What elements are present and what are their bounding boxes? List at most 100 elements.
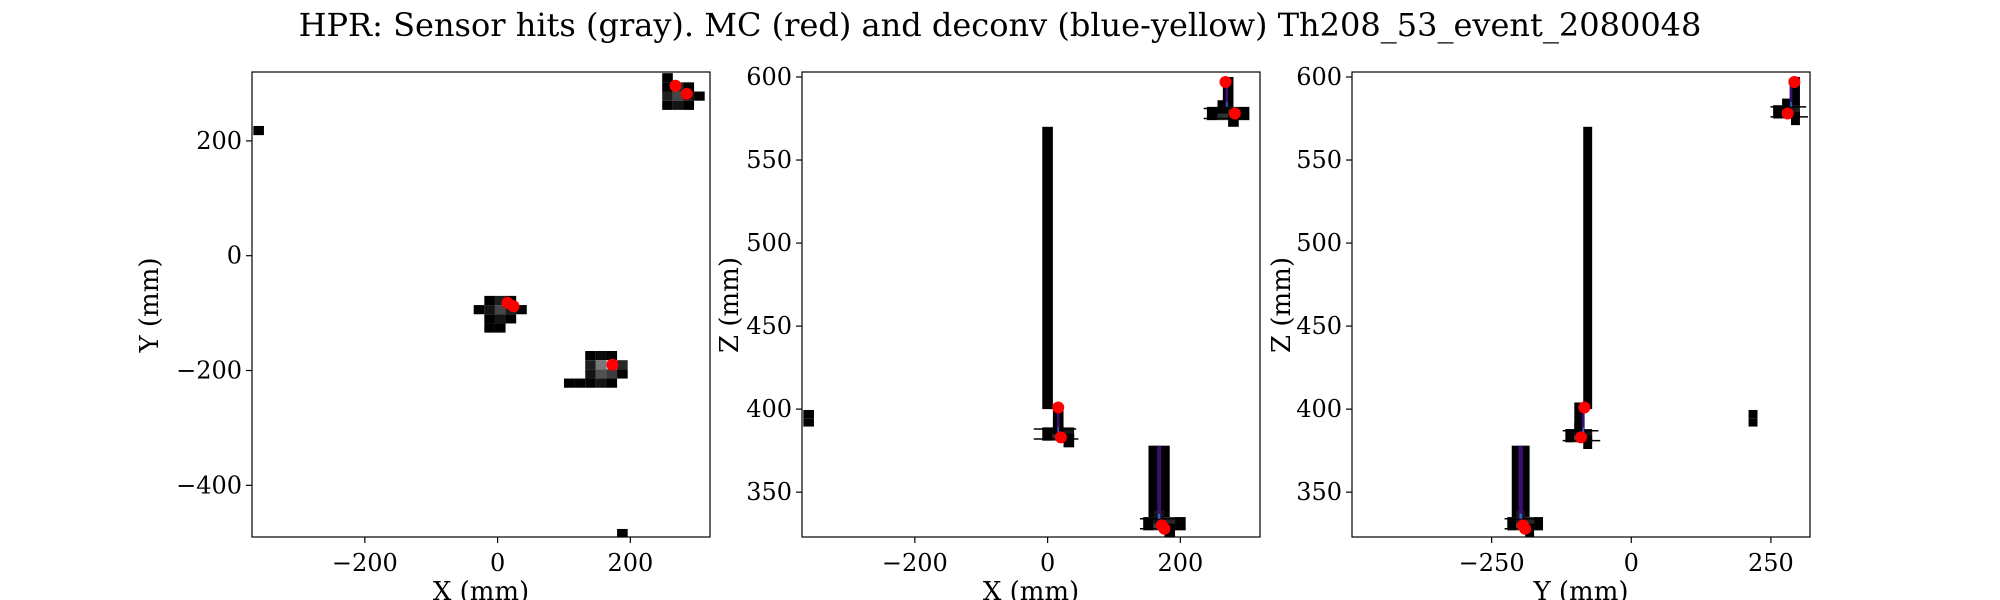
y-tick-label: 0 (227, 242, 242, 270)
sensor-hit (484, 314, 495, 324)
plot-frame (801, 71, 1261, 538)
mc-point (1054, 431, 1067, 444)
sensor-cluster-pixel (1773, 105, 1783, 119)
sensor-cluster-pixel (1507, 517, 1517, 531)
panel-xy: X (mm) Y (mm) −200 0 200 −400 −200 0 200 (135, 71, 711, 600)
deconv-core (1226, 101, 1228, 107)
mc-point (680, 87, 693, 100)
sensor-hit (803, 409, 814, 419)
mc-point (1052, 401, 1065, 414)
deconv-core (1057, 427, 1059, 433)
deconv-core (1158, 513, 1161, 519)
x-tick-label: 200 (607, 549, 653, 577)
sensor-hit (585, 351, 596, 361)
x-tick-label: 0 (1040, 549, 1055, 577)
sensor-cluster-pixel (1042, 427, 1053, 441)
y-tick-label: 350 (746, 478, 792, 506)
sensor-cluster-pixel (1206, 106, 1218, 121)
sensor-hit (694, 91, 705, 101)
sensor-hit (1748, 418, 1758, 427)
sensor-cluster-pixel (1525, 517, 1535, 531)
deconv-column (1789, 80, 1793, 107)
y-tick-label: 500 (1296, 229, 1342, 257)
sensor-hit (662, 91, 673, 101)
sensor-cluster-pixel (1583, 435, 1593, 449)
deconv-column (1056, 409, 1060, 433)
y-tick-label: 550 (746, 146, 792, 174)
sensor-hit (662, 73, 673, 83)
deconv-core (1582, 427, 1584, 433)
sensor-hit (484, 323, 495, 333)
sensor-hit (595, 351, 607, 361)
x-tick-label: −250 (1459, 549, 1525, 577)
sensor-cluster-pixel (1565, 429, 1575, 443)
sensor-hit (606, 378, 618, 388)
y-tick-label: 400 (1296, 395, 1342, 423)
sensor-cluster-pixel (1534, 517, 1544, 531)
sensor-cluster-pixel (1238, 106, 1250, 121)
sensor-hit (253, 125, 264, 136)
deconv-column (1157, 445, 1162, 519)
sensor-cluster-pixel (1063, 434, 1075, 448)
x-tick-label: 250 (1748, 549, 1794, 577)
sensor-column (1159, 445, 1170, 518)
sensor-cluster-pixel (1164, 517, 1176, 531)
ylabel-yz: Z (mm) (1267, 257, 1297, 353)
sensor-hit (595, 378, 607, 388)
mc-point (1781, 107, 1794, 120)
y-tick-label: −200 (176, 357, 242, 385)
sensor-hit (484, 305, 495, 315)
plot-area (1504, 75, 1808, 537)
sensor-column (1042, 126, 1053, 410)
sensor-cluster-pixel (1217, 100, 1229, 114)
deconv-core (1790, 101, 1792, 107)
deconv-column (1225, 80, 1229, 107)
ylabel-xy: Y (mm) (135, 257, 165, 353)
mc-point (1219, 75, 1232, 88)
sensor-hit (595, 369, 607, 379)
sensor-hit (516, 305, 527, 315)
panel-yz: Y (mm) Z (mm) −250 0 250 350 400 450 500 550 600 (1267, 63, 1811, 600)
sensor-hit (494, 323, 506, 333)
sensor-hit (672, 91, 684, 101)
plot-frame (251, 71, 711, 538)
plot-area (803, 75, 1250, 537)
panel-xz: X (mm) Z (mm) −200 0 200 350 400 450 500 550 600 (715, 63, 1261, 600)
sensor-hit (1748, 409, 1758, 419)
y-tick-label: 200 (196, 127, 242, 155)
sensor-hit (494, 305, 506, 315)
sensor-hit (585, 378, 596, 388)
x-tick-label: 0 (1624, 549, 1639, 577)
sensor-column (1520, 445, 1530, 518)
sensor-cluster-pixel (1228, 113, 1239, 127)
figure-title: HPR: Sensor hits (gray). MC (red) and de… (299, 6, 1702, 44)
y-tick-label: 500 (746, 229, 792, 257)
y-tick-label: 450 (746, 312, 792, 340)
sensor-hit (494, 314, 506, 324)
sensor-hit (672, 100, 684, 110)
sensor-hit (585, 360, 596, 370)
y-tick-label: 550 (1296, 146, 1342, 174)
sensor-column (1222, 76, 1234, 111)
sensor-hit (617, 369, 628, 379)
sensor-column (1148, 445, 1160, 518)
x-tick-label: −200 (332, 549, 398, 577)
sensor-hit (683, 100, 695, 110)
mc-point (1228, 107, 1241, 120)
sensor-hit (662, 100, 673, 110)
sensor-cluster-pixel (1574, 422, 1584, 436)
mc-point (507, 300, 520, 313)
xlabel-yz: Y (mm) (1532, 577, 1628, 600)
mc-point (606, 358, 619, 371)
mc-point (669, 79, 682, 92)
sensor-column (1583, 126, 1593, 410)
y-tick-label: −400 (176, 471, 242, 499)
mc-point (1519, 522, 1532, 535)
sensor-column (1574, 402, 1584, 435)
sensor-column (1511, 445, 1521, 518)
mc-point (1158, 522, 1171, 535)
xlabel-xz: X (mm) (983, 577, 1079, 600)
sensor-cluster-pixel (1175, 517, 1186, 531)
sensor-hit (574, 378, 586, 388)
